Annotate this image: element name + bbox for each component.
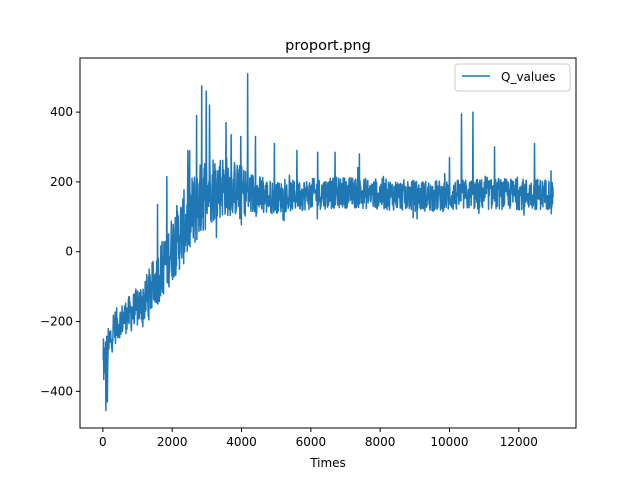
chart-title: proport.png xyxy=(285,38,371,54)
y-axis: −400 −200 0 200 400 xyxy=(40,105,80,398)
plot-area xyxy=(102,72,554,412)
x-tick-label: 10000 xyxy=(430,435,468,449)
legend-label-q-values: Q_values xyxy=(501,70,555,84)
legend-box xyxy=(454,63,571,92)
y-tick-label: −200 xyxy=(40,315,73,329)
x-tick-label: 6000 xyxy=(296,435,327,449)
x-axis: 0 2000 4000 6000 8000 10000 12000 xyxy=(99,428,538,449)
x-tick-label: 4000 xyxy=(226,435,257,449)
x-tick-label: 0 xyxy=(99,435,107,449)
y-tick-label: 0 xyxy=(65,245,73,259)
y-tick-label: 400 xyxy=(50,105,73,119)
series-line-q-values xyxy=(102,72,554,412)
y-tick-label: −400 xyxy=(40,384,73,398)
x-tick-label: 12000 xyxy=(500,435,538,449)
x-tick-label: 8000 xyxy=(365,435,396,449)
axes-frame xyxy=(79,57,577,429)
legend: Q_values xyxy=(454,63,571,92)
x-tick-label: 2000 xyxy=(157,435,188,449)
x-axis-label: Times xyxy=(309,456,346,470)
y-tick-label: 200 xyxy=(50,175,73,189)
